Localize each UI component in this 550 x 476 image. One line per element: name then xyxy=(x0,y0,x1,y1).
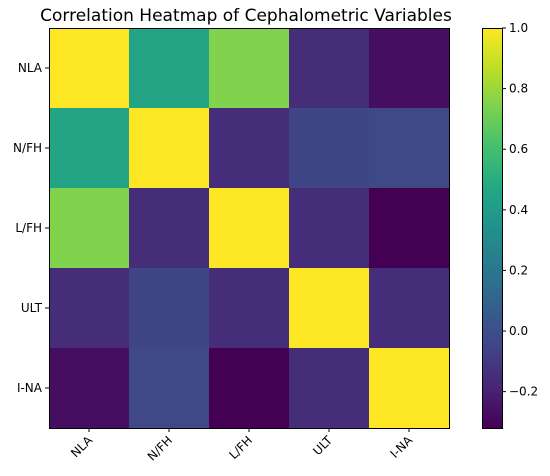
y-tick-label: ULT xyxy=(21,301,43,315)
x-tick-label: I-NA xyxy=(387,433,415,461)
heatmap-cell-L/FH-I-NA xyxy=(369,188,450,269)
heatmap-cell-I-NA-I-NA xyxy=(369,348,450,429)
heatmap-cell-ULT-ULT xyxy=(289,268,370,349)
y-tick-label: NLA xyxy=(18,61,43,75)
heatmap-cell-ULT-N/FH xyxy=(129,268,210,349)
x-axis: NLA N/FH L/FH ULT I-NA xyxy=(68,428,416,464)
colorbar-tick-label: 0.2 xyxy=(509,263,528,277)
colorbar: 1.0 0.8 0.6 0.4 0.2 0.0 −0.2 xyxy=(482,21,538,429)
y-tick-label: I-NA xyxy=(17,381,43,395)
heatmap-cell-N/FH-ULT xyxy=(289,108,370,189)
y-tick-label: N/FH xyxy=(13,141,42,155)
heatmap-cell-L/FH-ULT xyxy=(289,188,370,269)
heatmap-cell-NLA-I-NA xyxy=(369,28,450,109)
heatmap-cell-N/FH-L/FH xyxy=(209,108,290,189)
heatmap-cell-L/FH-L/FH xyxy=(209,188,290,269)
x-tick-label: NLA xyxy=(68,433,96,461)
heatmap-cell-NLA-N/FH xyxy=(129,28,210,109)
heatmap-cell-ULT-I-NA xyxy=(369,268,450,349)
heatmap-cell-NLA-ULT xyxy=(289,28,370,109)
colorbar-tick-label: 0.0 xyxy=(509,324,528,338)
y-tick-label: L/FH xyxy=(15,221,42,235)
colorbar-gradient xyxy=(482,28,502,428)
chart-title: Correlation Heatmap of Cephalometric Var… xyxy=(40,6,452,26)
heatmap-cell-ULT-NLA xyxy=(49,268,130,349)
heatmap-cell-N/FH-I-NA xyxy=(369,108,450,189)
heatmap-cell-NLA-L/FH xyxy=(209,28,290,109)
colorbar-tick-label: 0.4 xyxy=(509,203,528,217)
colorbar-tick-label: 0.6 xyxy=(509,142,528,156)
heatmap-cell-N/FH-NLA xyxy=(49,108,130,189)
heatmap-cell-I-NA-ULT xyxy=(289,348,370,429)
x-tick-label: ULT xyxy=(310,433,335,458)
heatmap-cells xyxy=(49,28,450,429)
heatmap-cell-L/FH-N/FH xyxy=(129,188,210,269)
colorbar-tick-label: −0.2 xyxy=(509,385,538,399)
colorbar-tick-label: 0.8 xyxy=(509,82,528,96)
colorbar-frame xyxy=(482,28,503,429)
colorbar-ticks: 1.0 0.8 0.6 0.4 0.2 0.0 −0.2 xyxy=(502,21,538,399)
y-axis: NLA N/FH L/FH ULT I-NA xyxy=(13,61,49,395)
heatmap-cell-I-NA-L/FH xyxy=(209,348,290,429)
heatmap-cell-I-NA-N/FH xyxy=(129,348,210,429)
x-tick-label: N/FH xyxy=(145,433,175,463)
x-tick-label: L/FH xyxy=(226,433,255,462)
heatmap-cell-L/FH-NLA xyxy=(49,188,130,269)
heatmap-cell-ULT-L/FH xyxy=(209,268,290,349)
heatmap-cell-N/FH-N/FH xyxy=(129,108,210,189)
heatmap-cell-NLA-NLA xyxy=(49,28,130,109)
heatmap-cell-I-NA-NLA xyxy=(49,348,130,429)
colorbar-tick-label: 1.0 xyxy=(509,21,528,35)
